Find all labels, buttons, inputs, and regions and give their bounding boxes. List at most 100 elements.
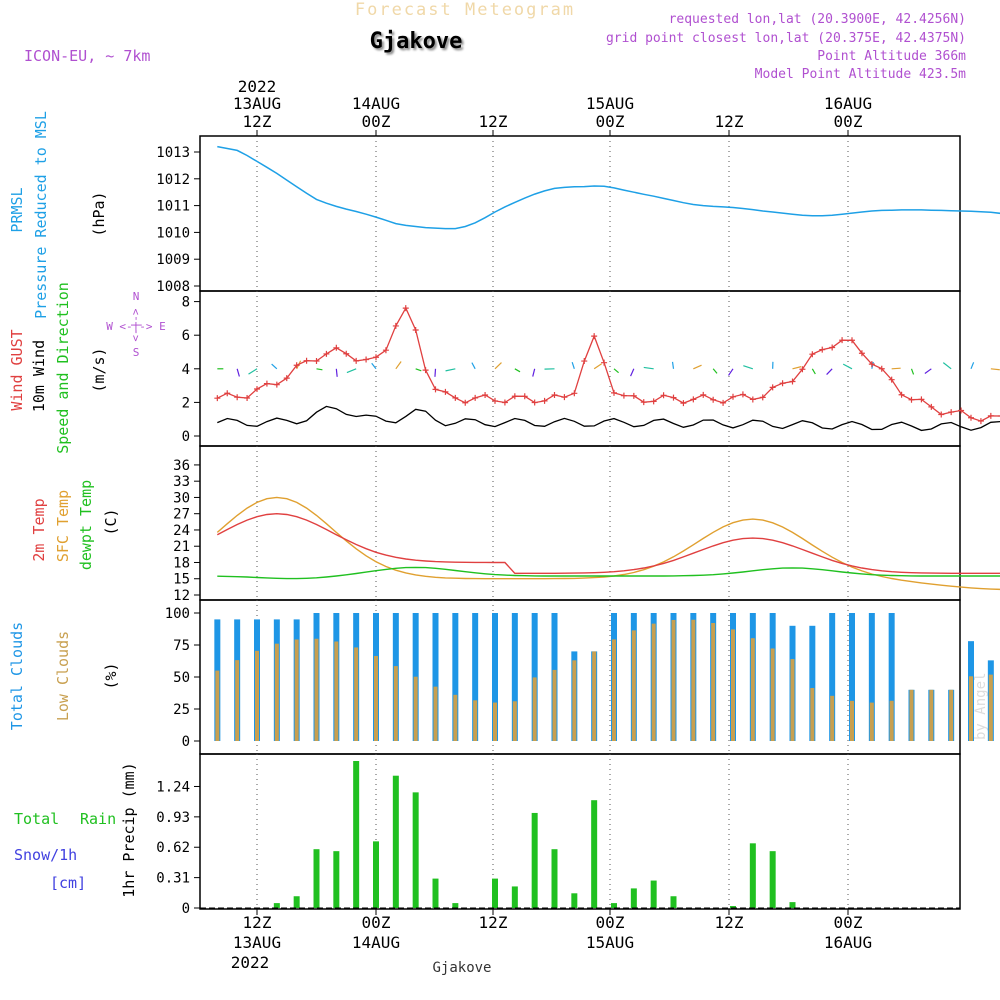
gust-marker	[690, 396, 697, 403]
gust-marker	[769, 384, 776, 391]
top-hour-label: 12Z	[243, 112, 272, 131]
wind-arrow	[990, 368, 1000, 371]
gust-marker	[759, 394, 766, 401]
low-cloud-bar	[413, 676, 418, 741]
gust-marker	[799, 366, 806, 373]
rain-bar	[412, 792, 419, 908]
precip-bars	[273, 761, 796, 908]
gust-marker	[412, 326, 419, 333]
rain-bar	[769, 851, 776, 908]
rain-bar	[392, 775, 399, 908]
rain-bar	[492, 878, 498, 908]
gust-marker	[908, 396, 915, 403]
gust-marker	[541, 397, 548, 404]
total-cloud-bar	[492, 613, 498, 741]
vertical-gridlines	[256, 136, 849, 909]
footer-label: Gjakove	[432, 960, 491, 976]
gust-marker	[343, 350, 350, 357]
gust-marker	[382, 347, 389, 354]
precip-y-tick-label: 0.31	[156, 871, 190, 887]
wind-arrow	[445, 368, 456, 372]
wind-direction-arrows	[217, 360, 1000, 377]
gust-marker	[858, 350, 865, 357]
wind-arrow	[712, 368, 718, 374]
gust-marker	[293, 362, 300, 369]
gust-marker	[244, 394, 251, 401]
gust-marker	[620, 392, 627, 399]
bottom-date-label: 16AUG	[824, 933, 872, 952]
low-cloud-bar	[374, 655, 378, 741]
gust-marker	[303, 357, 310, 364]
rain-bar	[591, 800, 598, 908]
low-cloud-bar	[294, 639, 299, 741]
gust-marker	[948, 409, 955, 416]
gust-marker	[333, 344, 340, 351]
top-year-label: 2022	[238, 77, 277, 96]
total-cloud-bar	[868, 613, 875, 741]
gust-marker	[452, 394, 459, 401]
rain-bar	[789, 902, 796, 908]
cloud-bars	[214, 613, 994, 741]
low-cloud-bar	[255, 650, 259, 741]
gust-marker	[640, 399, 647, 406]
gust-marker	[868, 361, 875, 368]
gust-marker	[442, 388, 449, 395]
grid-point-coords: grid point closest lon,lat (20.375E, 42.…	[606, 31, 966, 46]
wind-arrow	[434, 368, 437, 377]
pressure-y-tick-label: 1008	[156, 279, 190, 295]
low-cloud-bar	[869, 702, 874, 741]
precip-y-tick-label: 0.93	[156, 810, 190, 826]
top-date-label: 14AUG	[352, 94, 400, 113]
gust-marker	[611, 389, 617, 396]
total-cloud-bar	[432, 613, 439, 741]
chart-subtitle: Forecast Meteogram	[355, 0, 575, 20]
temp-sfc-label: SFC Temp	[54, 490, 72, 562]
wind-arrow	[593, 363, 602, 370]
wind-speed-line	[217, 405, 1000, 432]
gust-marker	[511, 393, 518, 400]
low-cloud-bar	[512, 701, 517, 741]
precip-y-tick-label: 1.24	[156, 779, 190, 795]
wind-arrow	[335, 368, 338, 377]
pressure-y-tick-label: 1012	[156, 172, 190, 188]
clouds-unit: (%)	[102, 662, 120, 689]
low-cloud-bar	[850, 700, 854, 741]
gust-marker	[501, 399, 508, 406]
wind-arrow	[571, 361, 575, 369]
low-cloud-bar	[215, 670, 220, 741]
temp-y-tick-label: 33	[173, 474, 190, 490]
wind-gust-label: Wind GUST	[8, 329, 26, 410]
requested-coords: requested lon,lat (20.3900E, 42.4256N)	[669, 12, 966, 27]
gust-marker	[531, 399, 538, 406]
gust-marker	[551, 392, 558, 399]
bottom-date-label: 15AUG	[586, 933, 634, 952]
compass-we: W <-|-> E	[106, 320, 166, 333]
rain-bar	[730, 906, 736, 908]
pressure-label-2: Pressure Reduced to MSL	[32, 111, 50, 319]
rain-bar	[749, 843, 756, 908]
low-cloud-bar	[711, 623, 716, 741]
low-cloud-bar	[949, 689, 954, 741]
chart-title: Gjakove	[370, 29, 463, 54]
wind-arrow	[871, 361, 874, 369]
low-cloud-bar	[830, 695, 835, 741]
low-cloud-bar	[393, 666, 398, 741]
gust-marker	[234, 394, 241, 401]
gust-marker	[977, 418, 984, 425]
rain-bar	[333, 851, 340, 908]
gust-marker	[571, 390, 578, 397]
gust-marker	[829, 344, 836, 351]
low-cloud-bar	[274, 643, 279, 741]
wind-gust-markers	[214, 305, 1000, 425]
wind-arrow	[471, 362, 476, 370]
bottom-hour-label: 00Z	[596, 913, 625, 932]
low-cloud-bar	[671, 619, 676, 741]
temp-y-tick-label: 36	[173, 458, 190, 474]
low-cloud-bar	[453, 694, 458, 741]
low-cloud-bar	[314, 638, 319, 741]
gust-marker	[938, 411, 945, 418]
wind-arrow	[970, 362, 975, 370]
clouds-low-label: Low Clouds	[54, 631, 72, 721]
low-cloud-bar	[969, 676, 973, 741]
